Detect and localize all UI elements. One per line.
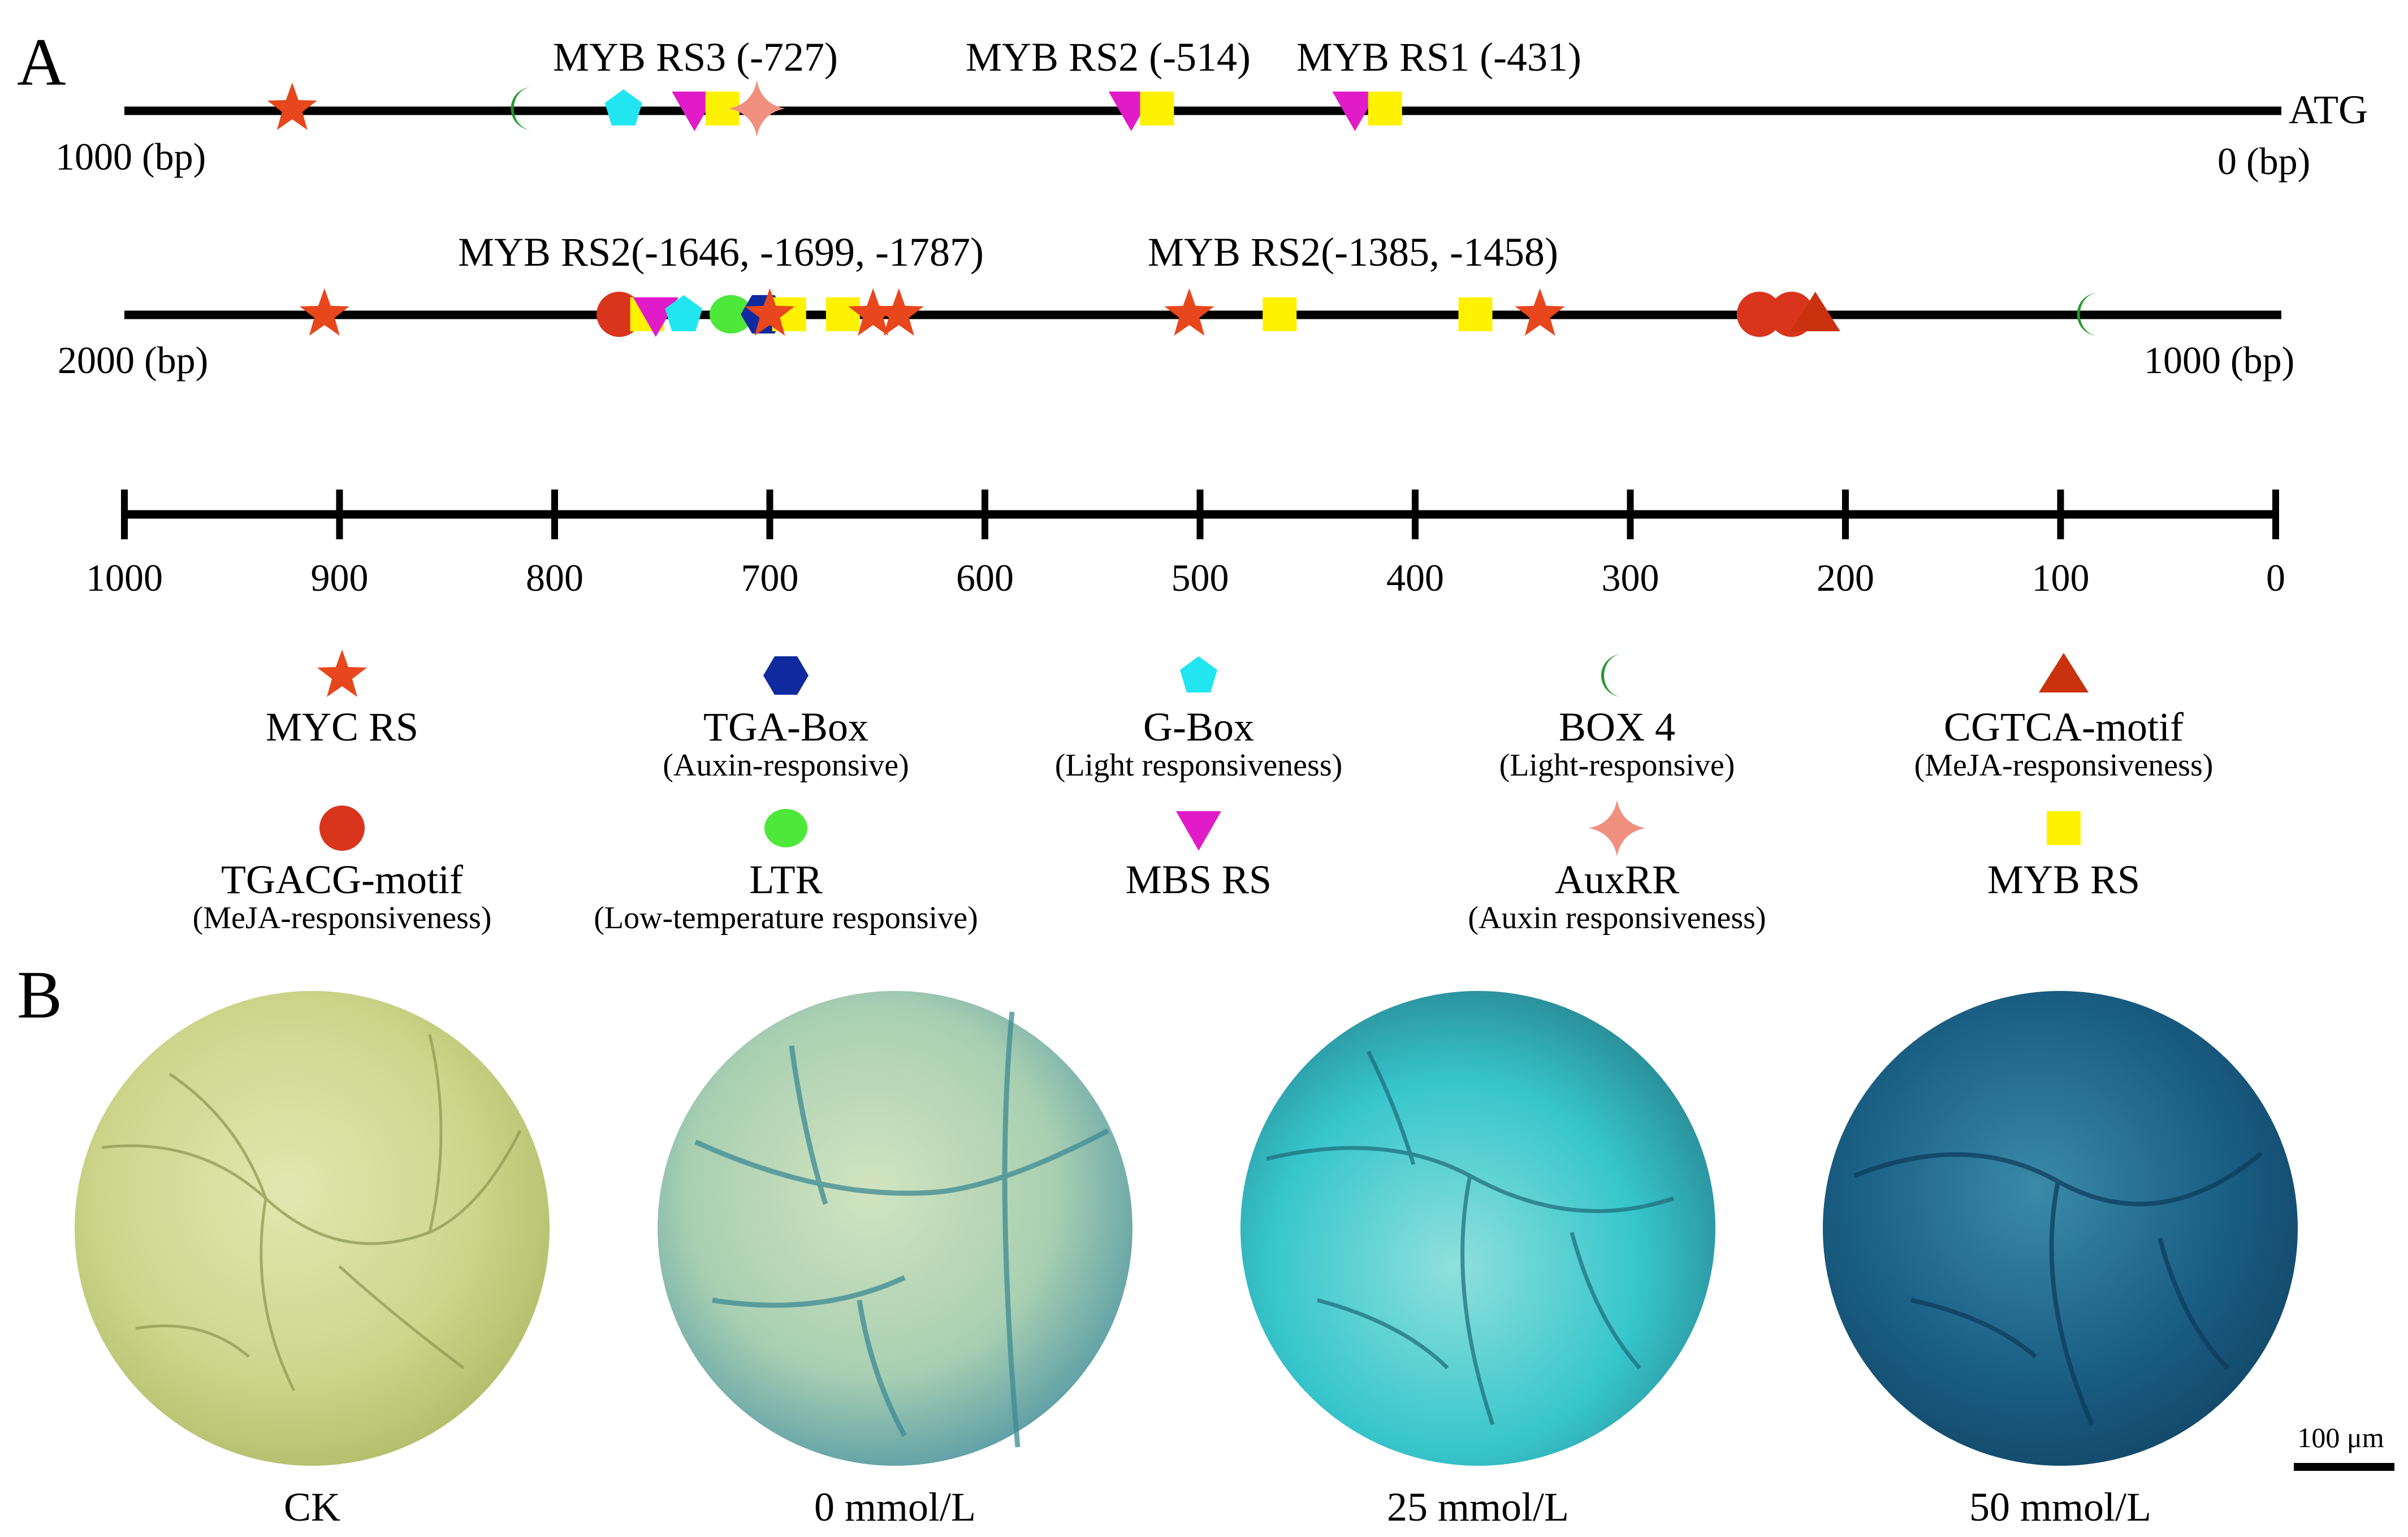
axis-tick-label: 900 [311, 556, 369, 599]
ltr-legend-icon [764, 809, 807, 847]
axis-tick-label: 700 [741, 556, 799, 599]
legend-item-gbox: G-Box(Light responsiveness) [1055, 656, 1343, 783]
cgtca-legend-icon [2039, 653, 2089, 692]
leaf-veins-ck [101, 1034, 522, 1392]
auxrr-legend-icon [1589, 800, 1645, 856]
sample-ck [75, 991, 550, 1466]
track-1-end-label: 0 (bp) [2217, 140, 2310, 183]
legend-item-tga: TGA-Box(Auxin-responsive) [663, 656, 909, 783]
myc-element-marker [1164, 288, 1214, 336]
axis-tick-label: 600 [956, 556, 1014, 599]
myc-element-marker [1515, 288, 1565, 336]
scale-bar-label: 100 μm [2297, 1422, 2384, 1453]
track-2-end-label: 1000 (bp) [2144, 339, 2294, 382]
track-1-annotation-1: MYB RS3 (-727) [553, 34, 838, 80]
myb-element-marker [1140, 92, 1174, 125]
legend-subtitle: (Light-responsive) [1499, 748, 1735, 783]
sample-label-ck: CK [284, 1484, 340, 1530]
sample-0-mmol [658, 991, 1132, 1466]
axis-tick-label: 300 [1602, 556, 1659, 599]
track-2-annotation-1: MYB RS2(-1646, -1699, -1787) [458, 230, 984, 275]
myc-element-marker [267, 83, 317, 130]
legend-subtitle: (Auxin-responsive) [663, 748, 909, 783]
panel-b-letter: B [17, 957, 62, 1032]
legend-name: BOX 4 [1559, 704, 1675, 750]
auxrr-element-marker [728, 80, 785, 137]
tga-legend-icon [763, 656, 809, 695]
leaf-disc-25-mmol [1240, 991, 1715, 1466]
legend-subtitle: (MeJA-responsiveness) [193, 900, 492, 936]
leaf-veins-50-mmol [1853, 1151, 2263, 1426]
legend-item-ltr: LTR(Low-temperature responsive) [594, 809, 978, 936]
axis-tick-label: 100 [2032, 556, 2090, 599]
legend-name: AuxRR [1555, 857, 1679, 902]
legend-name: CGTCA-motif [1944, 704, 2184, 750]
sample-label-50-mmol: 50 mmol/L [1969, 1484, 2151, 1530]
legend-name: TGA-Box [703, 704, 868, 750]
mbs-legend-icon [1176, 811, 1221, 851]
gbox-element-marker [604, 89, 642, 125]
track-1-atg-tag: ATG [2289, 87, 2368, 132]
leaf-disc-ck [75, 991, 550, 1466]
axis-tick-label: 800 [526, 556, 583, 599]
track-1-annotation-2: MYB RS2 (-514) [966, 34, 1251, 80]
legend-name: TGACG-motif [221, 857, 463, 902]
legend-name: MBS RS [1126, 857, 1272, 902]
legend-name: MYB RS [1987, 857, 2140, 902]
axis-tick-label: 0 [2266, 556, 2285, 599]
legend-name: MYC RS [266, 704, 418, 750]
promoter-track-2: MYB RS2(-1646, -1699, -1787) MYB RS2(-13… [58, 230, 2294, 382]
myb-legend-icon [2047, 811, 2081, 845]
sample-50-mmol [1823, 991, 2298, 1466]
legend-item-auxrr: AuxRR(Auxin responsiveness) [1468, 800, 1766, 936]
track-2-annotation-2: MYB RS2(-1385, -1458) [1148, 230, 1558, 275]
myb-element-marker [1368, 92, 1402, 125]
legend-item-myb: MYB RS [1987, 811, 2140, 902]
track-1-start-label: 1000 (bp) [55, 135, 206, 178]
track-1-annotation-3: MYB RS1 (-431) [1296, 34, 1581, 80]
legend-name: G-Box [1143, 704, 1254, 750]
legend: MYC RS TGA-Box(Auxin-responsive)G-Box(Lig… [193, 650, 2214, 936]
track-2-start-label: 2000 (bp) [58, 339, 208, 382]
leaf-veins-25-mmol [1266, 1050, 1675, 1426]
legend-item-tgacg: TGACG-motif(MeJA-responsiveness) [193, 806, 492, 936]
legend-subtitle: (MeJA-responsiveness) [1914, 748, 2214, 783]
legend-item-mbs: MBS RS [1126, 811, 1272, 902]
axis-tick-label: 1000 [86, 556, 163, 599]
sample-label-0-mmol: 0 mmol/L [814, 1484, 976, 1530]
myc-legend-icon [317, 650, 367, 697]
bp-axis: 1000 900 800 700 600 500 400 300 200 100 0 [86, 490, 2285, 599]
legend-item-myc: MYC RS [266, 650, 418, 750]
axis-tick-label: 200 [1817, 556, 1874, 599]
legend-subtitle: (Auxin responsiveness) [1468, 900, 1766, 936]
axis-tick-label: 400 [1386, 556, 1444, 599]
legend-item-box4: BOX 4(Light-responsive) [1499, 654, 1735, 783]
myb-element-marker [1458, 297, 1493, 331]
sample-label-25-mmol: 25 mmol/L [1387, 1484, 1569, 1530]
legend-subtitle: (Low-temperature responsive) [594, 900, 978, 936]
legend-item-cgtca: CGTCA-motif(MeJA-responsiveness) [1914, 653, 2214, 783]
legend-name: LTR [749, 857, 822, 902]
myc-element-marker [299, 288, 349, 336]
myb-element-marker [1263, 297, 1297, 331]
box4-legend-icon [1601, 654, 1623, 697]
gbox-legend-icon [1180, 656, 1217, 692]
leaf-veins-0-mmol [694, 1011, 1110, 1448]
promoter-track-1: MYB RS3 (-727) MYB RS2 (-514) MYB RS1 (-… [55, 34, 2368, 183]
leaf-disc-50-mmol [1823, 991, 2298, 1466]
axis-tick-label: 500 [1171, 556, 1229, 599]
legend-subtitle: (Light responsiveness) [1055, 748, 1343, 783]
myb-element-marker [825, 297, 860, 331]
leaf-disc-0-mmol [658, 991, 1132, 1466]
tgacg-legend-icon [319, 806, 365, 851]
sample-25-mmol [1240, 991, 1715, 1466]
scale-bar: 100 μm [2294, 1422, 2394, 1471]
panel-a-letter: A [17, 24, 66, 99]
